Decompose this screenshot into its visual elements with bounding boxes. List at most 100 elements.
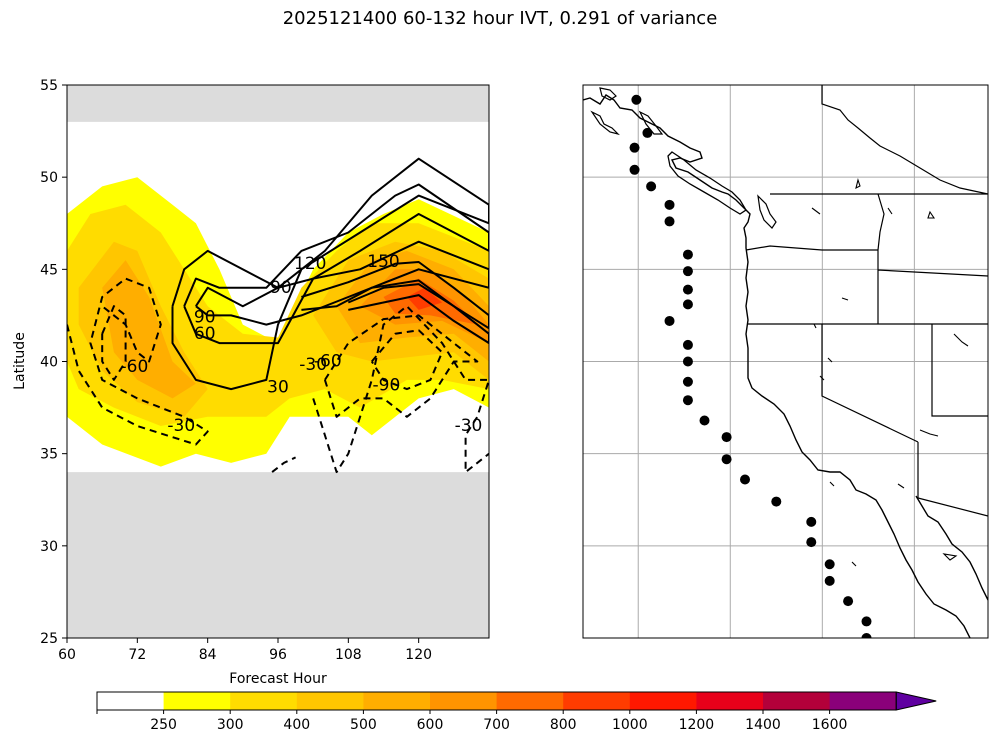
contour-label: 60 (194, 324, 216, 344)
positive-contour (347, 283, 489, 345)
x-tick-label: 60 (58, 647, 76, 663)
colorbar-segment (230, 692, 298, 710)
station-marker (682, 249, 693, 260)
y-axis-label: Latitude (12, 332, 28, 390)
colorbar-extend-arrow (895, 691, 937, 711)
contour-label: -30 (167, 416, 195, 436)
x-tick-label: 96 (269, 647, 287, 663)
station-marker (806, 516, 817, 527)
y-tick-label: 45 (40, 262, 58, 278)
state-borders (745, 85, 988, 517)
y-tick-label: 55 (40, 78, 58, 94)
station-marker (843, 596, 854, 607)
positive-contour (183, 183, 489, 345)
contour-label: -30 (455, 416, 483, 436)
station-marker (721, 432, 732, 443)
y-tick-label: 25 (40, 631, 58, 647)
bc-islands (590, 87, 664, 136)
station-marker (682, 356, 693, 367)
negative-contour (101, 305, 127, 381)
y-tick-label: 50 (40, 170, 58, 186)
station-marker (880, 657, 890, 667)
contour-label: 30 (267, 377, 289, 397)
anomaly-contour-layer (67, 157, 489, 474)
colorbar-segment (363, 692, 431, 710)
station-marker (664, 216, 675, 227)
y-tick-label: 35 (40, 447, 58, 463)
y-tick-label: 40 (40, 355, 58, 371)
station-marker (861, 616, 872, 627)
no-data-band (67, 85, 489, 122)
y-tick-label: 30 (40, 539, 58, 555)
station-marker (721, 454, 732, 465)
colorbar-tick-label: 800 (550, 717, 577, 733)
contour-label: 150 (367, 252, 399, 272)
station-marker (682, 266, 693, 277)
x-tick-label: 108 (335, 647, 362, 663)
station-marker (682, 339, 693, 350)
no-data-band (67, 472, 489, 638)
station-map-panel (582, 84, 989, 667)
vancouver-island (667, 151, 747, 215)
colorbar-tick-label: 500 (350, 717, 377, 733)
station-marker (629, 142, 640, 153)
baja-gulf-coast (915, 495, 988, 601)
contour-label: -90 (373, 375, 401, 395)
lake-features (811, 178, 969, 567)
colorbar-segment (696, 692, 764, 710)
station-marker (646, 181, 657, 192)
colorbar-segment (563, 692, 631, 710)
station-marker (682, 395, 693, 406)
colorbar-tick-label: 250 (150, 717, 177, 733)
x-axis-label: Forecast Hour (229, 671, 327, 687)
negative-contour (67, 277, 209, 446)
coastline (583, 94, 971, 638)
colorbar-segment (97, 692, 165, 710)
x-tick-label: 120 (405, 647, 432, 663)
colorbar-tick-label: 700 (483, 717, 510, 733)
colorbar-segment (629, 692, 697, 710)
colorbar-tick-label: 1600 (812, 717, 848, 733)
left-axes: 60 72 84 96 108 120 25 30 35 40 45 50 55 (40, 78, 432, 663)
positive-contour (301, 261, 489, 330)
colorbar-tick-label: 600 (417, 717, 444, 733)
colorbar-tick-label: 1000 (612, 717, 648, 733)
contour-label: 120 (294, 254, 326, 274)
colorbar: 250 300 400 500 600 700 800 1000 1200 1400 1600 (96, 691, 937, 733)
colorbar-tick-label: 1200 (679, 717, 715, 733)
ivt-fill-layer (67, 177, 489, 467)
station-marker (880, 642, 890, 652)
negative-contour (312, 305, 489, 474)
x-tick-label: 72 (128, 647, 146, 663)
negative-contour (271, 456, 297, 473)
station-marker (629, 164, 640, 175)
station-marker (861, 633, 872, 638)
station-marker (682, 299, 693, 310)
colorbar-segment (430, 692, 498, 710)
colorbar-tick-label: 300 (217, 717, 244, 733)
station-marker (806, 537, 817, 548)
contour-label: -30 (299, 355, 327, 375)
station-marker (682, 376, 693, 387)
negative-contour (370, 329, 444, 391)
contour-label: 90 (194, 307, 216, 327)
positive-contour (195, 240, 489, 326)
colorbar-segment (496, 692, 564, 710)
station-marker (699, 415, 710, 426)
station-marker (824, 575, 835, 586)
station-marker (771, 496, 782, 507)
station-marker (682, 284, 693, 295)
puget-sound (757, 194, 777, 229)
station-points (629, 94, 890, 667)
station-marker (664, 199, 675, 210)
station-marker (631, 94, 642, 105)
station-marker (642, 127, 653, 138)
map-content (583, 85, 988, 667)
station-marker (664, 315, 675, 326)
colorbar-segment (296, 692, 364, 710)
station-marker (824, 559, 835, 570)
